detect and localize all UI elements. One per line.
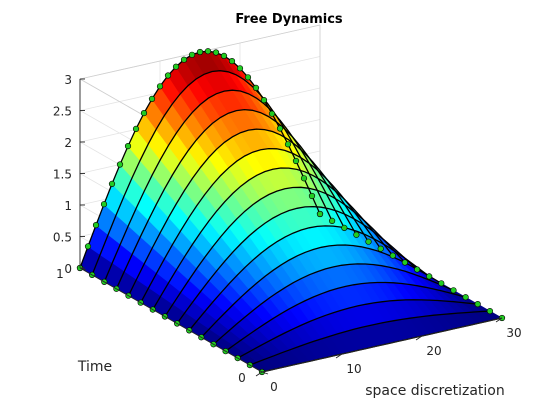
- time-curve: [237, 299, 478, 359]
- marker-point: [341, 224, 348, 231]
- marker-point: [377, 245, 384, 252]
- time-curve: [140, 147, 382, 304]
- marker-point: [462, 294, 469, 301]
- time-curve: [115, 108, 357, 290]
- marker-point: [260, 96, 268, 104]
- marker-point: [228, 57, 236, 65]
- marker-point: [474, 301, 481, 308]
- z-tick-label: 2.5: [53, 105, 72, 119]
- z-tick-label: 0.5: [53, 231, 72, 245]
- marker-point: [132, 125, 140, 132]
- x-tick: [495, 317, 503, 323]
- z-tick-label: 3: [64, 73, 72, 87]
- time-curve: [176, 205, 418, 324]
- time-curve: [200, 244, 442, 338]
- marker-point: [212, 49, 220, 56]
- marker-point: [450, 287, 457, 294]
- x-tick-label: 0: [270, 380, 278, 394]
- y-axis-label: Time: [77, 359, 112, 375]
- marker-point: [316, 210, 324, 218]
- time-curve: [249, 310, 490, 366]
- marker-point: [148, 95, 156, 102]
- time-curve: [213, 263, 454, 345]
- marker-point: [196, 48, 204, 56]
- marker-point: [180, 56, 188, 63]
- marker-point: [172, 63, 180, 70]
- time-curve: [152, 167, 394, 310]
- marker-point: [116, 161, 124, 168]
- marker-point: [204, 48, 212, 55]
- y-tick-label: 1: [56, 267, 64, 281]
- x-tick-label: 30: [506, 326, 521, 340]
- y-axis-line: [79, 267, 263, 373]
- time-curve: [103, 89, 345, 283]
- marker-point: [353, 231, 360, 238]
- time-curve: [225, 281, 466, 352]
- x-tick: [415, 335, 423, 341]
- y-tick-label: 0: [238, 371, 246, 385]
- marker-point: [276, 125, 284, 132]
- marker-point: [92, 222, 100, 229]
- marker-point: [156, 83, 164, 90]
- boundary-markers: [76, 48, 506, 376]
- marker-point: [329, 217, 336, 224]
- chart-title: Free Dynamics: [235, 12, 343, 27]
- marker-point: [486, 308, 494, 315]
- z-tick-label: 2: [64, 136, 72, 150]
- x-tick-label: 20: [426, 344, 441, 358]
- marker-point: [220, 52, 228, 60]
- x-axis-line: [261, 317, 503, 373]
- marker-point: [268, 110, 276, 117]
- z-tick-label: 0: [64, 262, 72, 276]
- z-tick-label: 1.5: [53, 168, 72, 182]
- marker-point: [365, 238, 372, 245]
- x-tick: [335, 353, 343, 359]
- x-axis-label: space discretization: [365, 383, 504, 399]
- marker-point: [124, 143, 132, 150]
- marker-point: [401, 259, 409, 266]
- time-curve: [127, 128, 370, 296]
- marker-point: [140, 109, 148, 117]
- x-tick: [255, 371, 263, 377]
- surface: [79, 50, 503, 373]
- marker-point: [292, 157, 300, 165]
- marker-point: [108, 180, 116, 187]
- marker-point: [426, 273, 433, 280]
- x-tick-label: 10: [346, 362, 361, 376]
- time-curve: [91, 70, 333, 276]
- marker-point: [244, 74, 252, 81]
- marker-point: [414, 266, 421, 273]
- z-tick-label: 1: [64, 199, 72, 213]
- marker-point: [84, 243, 92, 250]
- marker-point: [389, 252, 396, 259]
- marker-point: [308, 192, 316, 200]
- marker-point: [300, 175, 308, 182]
- marker-point: [100, 201, 108, 208]
- marker-point: [252, 84, 260, 91]
- marker-point: [188, 51, 196, 58]
- marker-point: [284, 141, 292, 148]
- marker-point: [236, 65, 244, 72]
- time-curve: [188, 225, 430, 331]
- y-tick: [261, 371, 269, 375]
- marker-point: [164, 72, 172, 79]
- marker-point: [438, 280, 445, 287]
